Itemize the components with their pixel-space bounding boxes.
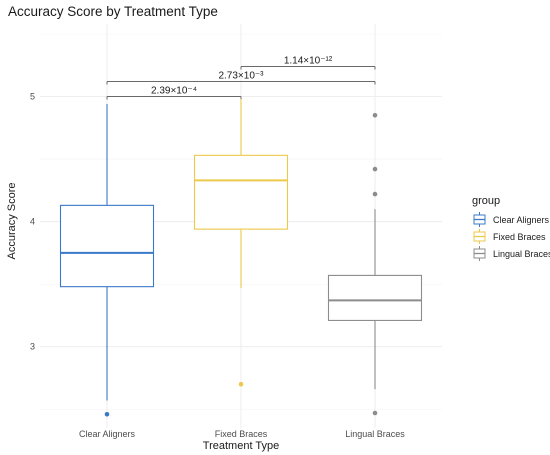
y-tick-label: 3	[30, 342, 35, 352]
outlier-point	[104, 411, 110, 417]
box-lingual-braces	[327, 113, 423, 416]
comparison-clear-aligners-vs-lingual-braces: 2.73×10⁻³	[106, 71, 376, 85]
box-fixed-braces	[193, 99, 289, 387]
axis-ticks: 3 4 5 Clear Aligners Fixed Braces Lingual Bra…	[30, 92, 405, 439]
legend-item-lingual-braces: Lingual Braces	[473, 246, 550, 261]
y-axis-title: Accuracy Score	[6, 182, 18, 259]
comparison-fixed-braces-vs-lingual-braces: 1.14×10⁻¹²	[240, 56, 376, 70]
x-tick-label: Lingual Braces	[345, 429, 405, 439]
outlier-point	[372, 410, 378, 416]
legend: group Clear Aligners Fixed Braces Lingual B…	[472, 195, 550, 261]
legend-label: Clear Aligners	[493, 215, 550, 225]
y-tick-label: 5	[30, 92, 35, 102]
significance-brackets: 2.39×10⁻⁴ 2.73×10⁻³ 1.14×10⁻¹²	[106, 56, 376, 100]
outlier-point	[372, 113, 378, 118]
y-tick-label: 4	[30, 217, 35, 227]
legend-item-fixed-braces: Fixed Braces	[473, 229, 546, 244]
box-iqr	[59, 204, 155, 288]
x-tick-label: Clear Aligners	[79, 429, 136, 439]
chart-title: Accuracy Score by Treatment Type	[8, 4, 218, 19]
legend-title: group	[472, 195, 500, 207]
p-value-label: 1.14×10⁻¹²	[284, 56, 333, 67]
outlier-point	[238, 381, 244, 387]
box-iqr	[193, 154, 289, 230]
p-value-label: 2.39×10⁻⁴	[151, 86, 197, 97]
box-clear-aligners	[59, 104, 155, 417]
legend-item-clear-aligners: Clear Aligners	[473, 212, 550, 227]
box-iqr	[327, 274, 423, 321]
legend-label: Fixed Braces	[493, 232, 546, 242]
outlier-point	[372, 191, 378, 197]
legend-label: Lingual Braces	[493, 249, 550, 259]
outlier-point	[372, 166, 378, 172]
p-value-label: 2.73×10⁻³	[218, 71, 264, 82]
x-tick-label: Fixed Braces	[215, 429, 268, 439]
boxes	[59, 99, 423, 417]
comparison-clear-aligners-vs-fixed-braces: 2.39×10⁻⁴	[106, 86, 242, 100]
x-axis-title: Treatment Type	[203, 440, 279, 452]
